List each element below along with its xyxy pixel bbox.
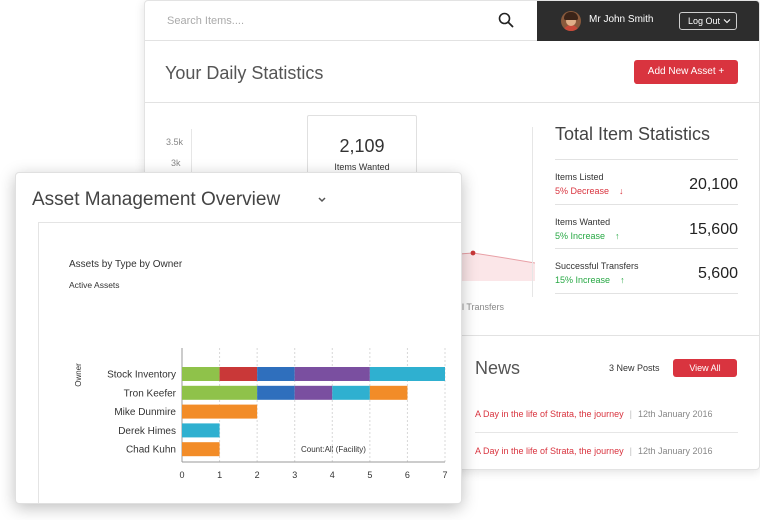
- stat-change: 15% Increase ↑: [555, 275, 625, 285]
- chart-subtitle: Active Assets: [69, 280, 120, 290]
- view-all-button[interactable]: View All: [673, 359, 737, 377]
- search-input[interactable]: [165, 12, 465, 30]
- chart-title: Assets by Type by Owner: [69, 259, 183, 270]
- arrow-down-icon: ↓: [619, 186, 624, 196]
- stat-change: 5% Decrease ↓: [555, 186, 624, 196]
- trend-line: [445, 250, 535, 281]
- stat-row: Items Wanted 5% Increase ↑ 15,600: [555, 204, 738, 249]
- user-bar: Mr John Smith Log Out: [537, 1, 759, 41]
- stat-value: 5,600: [697, 265, 738, 282]
- y-axis-label: Owner: [74, 363, 83, 387]
- news-date: 12th January 2016: [637, 409, 713, 419]
- category-label: Stock Inventory: [107, 370, 176, 381]
- x-axis-label: Count:All (Facility): [301, 445, 366, 454]
- bar-segment: [182, 404, 258, 419]
- search-icon[interactable]: [498, 12, 514, 28]
- series-label: sful Transfers: [450, 302, 505, 312]
- add-asset-button[interactable]: Add New Asset +: [634, 60, 738, 84]
- bar-segment: [182, 385, 258, 400]
- user-name: Mr John Smith: [589, 14, 654, 25]
- y-tick-label: 3k: [171, 158, 181, 168]
- stat-label: Successful Transfers: [555, 261, 639, 271]
- stats-header: Your Daily Statistics Add New Asset +: [145, 41, 759, 103]
- bar-segment: [182, 367, 220, 381]
- items-wanted-value: 2,109: [339, 136, 385, 156]
- bar-segment: [369, 385, 408, 400]
- divider: [555, 293, 738, 294]
- bar-segment: [369, 367, 445, 381]
- bar-segment: [257, 367, 295, 381]
- x-tick-label: 2: [255, 470, 260, 480]
- news-link[interactable]: A Day in the life of Strata, the journey: [475, 446, 624, 456]
- stat-row: Successful Transfers 15% Increase ↑ 5,60…: [555, 248, 738, 293]
- category-label: Tron Keefer: [124, 388, 177, 399]
- stat-value: 15,600: [689, 221, 738, 238]
- bar-segment: [332, 385, 370, 400]
- x-tick-label: 5: [367, 470, 372, 480]
- x-tick-label: 6: [405, 470, 410, 480]
- bar-segment: [257, 385, 295, 400]
- category-label: Derek Himes: [118, 426, 176, 437]
- category-label: Chad Kuhn: [126, 445, 176, 456]
- x-tick-label: 3: [292, 470, 297, 480]
- axis-line: [532, 127, 533, 297]
- stat-row: Items Listed 5% Decrease ↓ 20,100: [555, 159, 738, 204]
- news-date: 12th January 2016: [637, 446, 713, 456]
- logout-label: Log Out: [688, 16, 721, 26]
- asset-overview-panel: Asset Management Overview Assets by Type…: [15, 172, 462, 504]
- divider: [475, 432, 738, 433]
- bar-segment: [219, 367, 258, 381]
- stat-value: 20,100: [689, 176, 738, 193]
- arrow-up-icon: ↑: [620, 275, 625, 285]
- items-wanted-label: Items Wanted: [334, 162, 390, 172]
- stat-label: Items Wanted: [555, 217, 611, 227]
- news-item: A Day in the life of Strata, the journey…: [475, 446, 713, 456]
- bar-segment: [294, 385, 333, 400]
- news-link[interactable]: A Day in the life of Strata, the journey: [475, 409, 624, 419]
- chart-panel: Assets by Type by Owner Active Assets Ow…: [38, 222, 461, 503]
- new-posts-count: 3 New Posts: [609, 363, 660, 373]
- page-title: Your Daily Statistics: [165, 63, 324, 83]
- x-tick-label: 4: [330, 470, 335, 480]
- bar-segment: [182, 423, 220, 438]
- x-tick-label: 1: [217, 470, 222, 480]
- stat-change: 5% Increase ↑: [555, 231, 620, 241]
- chevron-down-icon: [723, 19, 731, 24]
- assets-chart: Assets by Type by Owner Active Assets Ow…: [69, 259, 448, 480]
- chevron-down-icon[interactable]: [316, 195, 328, 205]
- y-tick-label: 3.5k: [166, 137, 184, 147]
- x-tick-label: 7: [442, 470, 447, 480]
- news-item: A Day in the life of Strata, the journey…: [475, 409, 713, 419]
- trend-point: [470, 250, 476, 256]
- logout-button[interactable]: Log Out: [679, 12, 737, 30]
- avatar[interactable]: [561, 11, 581, 31]
- arrow-up-icon: ↑: [615, 231, 620, 241]
- top-bar: Mr John Smith Log Out: [145, 1, 759, 41]
- bar-segment: [182, 442, 220, 457]
- panel-title: Asset Management Overview: [32, 189, 281, 210]
- stat-label: Items Listed: [555, 172, 604, 182]
- category-label: Mike Dunmire: [114, 407, 176, 418]
- news-title: News: [475, 358, 521, 378]
- x-tick-label: 0: [179, 470, 184, 480]
- bar-segment: [294, 367, 370, 381]
- total-stats-title: Total Item Statistics: [555, 124, 711, 144]
